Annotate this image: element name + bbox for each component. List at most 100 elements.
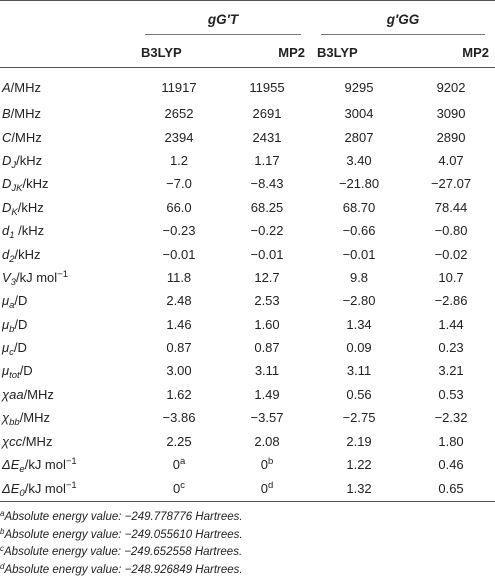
header-group-2: g′GG	[311, 0, 495, 37]
table-cell: 11.8	[166, 269, 192, 285]
table-row: C/MHz 2394 2431 2807 2890	[0, 125, 495, 148]
table-row: χbb/MHz −3.86 −3.57 −2.75 −2.32	[0, 406, 495, 429]
table-cell: −2.32	[434, 410, 468, 426]
footnote-mark: d	[0, 562, 5, 572]
table-cell: −0.23	[162, 223, 196, 239]
table-cell: 0.53	[438, 386, 464, 402]
table-cell: 0.56	[346, 386, 372, 402]
table-row: μa/D 2.48 2.53 −2.80 −2.86	[0, 289, 495, 312]
header-group-1: gG′T	[135, 0, 312, 37]
row-label: μb/D	[2, 316, 28, 335]
table-row: μc/D 0.87 0.87 0.09 0.23	[0, 336, 495, 359]
table-cell: 2691	[252, 106, 282, 122]
table-row: DJ/kHz 1.2 1.17 3.40 4.07	[0, 149, 495, 172]
header-empty-cell	[0, 0, 135, 37]
table-cell: 1.22	[346, 457, 372, 473]
group-2-label: g′GG	[386, 11, 420, 27]
footnote-text: Absolute energy value: −249.778776 Hartr…	[4, 511, 243, 524]
table-cell: 0d	[223, 476, 312, 503]
table-cell: −0.22	[250, 223, 284, 239]
table-cell: 3.00	[166, 363, 192, 379]
table-cell: 9295	[311, 67, 408, 102]
table-cell: 2.08	[254, 433, 280, 449]
table-row: χcc/MHz 2.25 2.08 2.19 1.80	[0, 429, 495, 452]
table-cell: 68.25	[250, 199, 284, 215]
method-header: B3LYP	[141, 44, 182, 60]
footnote: aAbsolute energy value: −249.778776 Hart…	[0, 509, 495, 527]
table-cell: 2.48	[166, 293, 192, 309]
method-header: MP2	[278, 44, 306, 60]
table-cell: 1.46	[166, 316, 192, 332]
header-group-row: gG′T g′GG	[0, 0, 495, 37]
footnote-text: Absolute energy value: −249.055610 Hartr…	[4, 528, 243, 541]
table-cell: 2394	[164, 129, 194, 145]
table-cell: 68.70	[342, 199, 376, 215]
table-cell: 3.11	[346, 363, 372, 379]
row-label: A/MHz	[0, 67, 135, 102]
table-cell: −2.80	[342, 293, 376, 309]
table-cell: 0a	[172, 456, 186, 473]
row-label: χbb/MHz	[2, 410, 51, 429]
table-cell: 2807	[344, 129, 374, 145]
table-cell: 0.65	[407, 476, 495, 503]
table-cell: 2.19	[346, 433, 372, 449]
row-label: ΔE0/kJ mol−1	[0, 476, 135, 503]
table-cell: 3.11	[254, 363, 280, 379]
table-cell: 1.34	[346, 316, 372, 332]
table-cell: 78.44	[434, 199, 468, 215]
table-cell: 11917	[135, 67, 223, 102]
group-1-label: gG′T	[207, 11, 239, 27]
table-row: μb/D 1.46 1.60 1.34 1.44	[0, 313, 495, 336]
table-row: χaa/MHz 1.62 1.49 0.56 0.53	[0, 383, 495, 406]
row-label: χcc/MHz	[2, 433, 53, 449]
table-cell: 1.62	[166, 386, 192, 402]
table-cell: 2890	[436, 129, 466, 145]
row-label: d1 /kHz	[2, 223, 45, 242]
table-cell: 0.23	[438, 340, 464, 356]
table-cell: 1.32	[311, 476, 408, 503]
row-label: C/MHz	[2, 129, 42, 145]
header-empty-cell	[0, 37, 135, 68]
table-row: A/MHz 11917 11955 9295 9202	[0, 67, 495, 102]
table-cell: −3.86	[162, 410, 196, 426]
table-cell: 1.17	[254, 152, 280, 168]
row-label: DK/kHz	[2, 199, 44, 218]
table-cell: 2652	[164, 106, 194, 122]
row-label: DJK/kHz	[2, 176, 49, 195]
footnotes: aAbsolute energy value: −249.778776 Hart…	[0, 509, 495, 579]
table-cell: −3.57	[250, 410, 284, 426]
row-label: χaa/MHz	[2, 386, 54, 402]
table-cell: −0.01	[342, 246, 376, 262]
table-cell: 11955	[223, 67, 312, 102]
table-cell: 3004	[344, 106, 374, 122]
row-label: d2/kHz	[2, 246, 41, 265]
table-row: ΔE0/kJ mol−1 0c 0d 1.32 0.65	[0, 476, 495, 503]
table-row: d2/kHz −0.01 −0.01 −0.01 −0.02	[0, 242, 495, 265]
table-cell: −0.01	[162, 246, 196, 262]
header-method-row: B3LYP MP2 B3LYP MP2	[0, 37, 495, 68]
table-cell: 1.44	[438, 316, 464, 332]
table-cell: 4.07	[438, 152, 464, 168]
footnote-mark: a	[0, 509, 5, 519]
table-cell: 3090	[436, 106, 466, 122]
table-cell: 9.8	[349, 269, 369, 285]
table-row: ΔEe/kJ mol−1 0a 0b 1.22 0.46	[0, 453, 495, 476]
footnote: cAbsolute energy value: −249.652558 Hart…	[0, 544, 495, 562]
table-cell: −0.01	[250, 246, 284, 262]
table-cell: 1.60	[254, 316, 280, 332]
row-label: μtot/D	[2, 363, 33, 382]
footnote-text: Absolute energy value: −249.652558 Hartr…	[4, 546, 243, 559]
table-cell: −7.0	[166, 176, 192, 192]
row-label: V3/kJ mol−1	[2, 268, 68, 288]
footnote-text: Absolute energy value: −248.926849 Hartr…	[4, 564, 243, 577]
footnote-mark: b	[0, 526, 5, 536]
table-cell: 12.7	[254, 269, 280, 285]
row-label: B/MHz	[2, 106, 42, 122]
table-body: A/MHz 11917 11955 9295 9202 B/MHz 2652 2691 3004…	[0, 67, 495, 503]
table-cell: 0.87	[254, 340, 280, 356]
table-row: V3/kJ mol−1 11.8 12.7 9.8 10.7	[0, 266, 495, 289]
table-cell: 3.40	[346, 152, 372, 168]
footnote-mark: c	[0, 544, 4, 554]
spectroscopic-parameters-table: gG′T g′GG B3LYP MP2 B3LYP MP2 A/MHz 11917…	[0, 0, 495, 503]
